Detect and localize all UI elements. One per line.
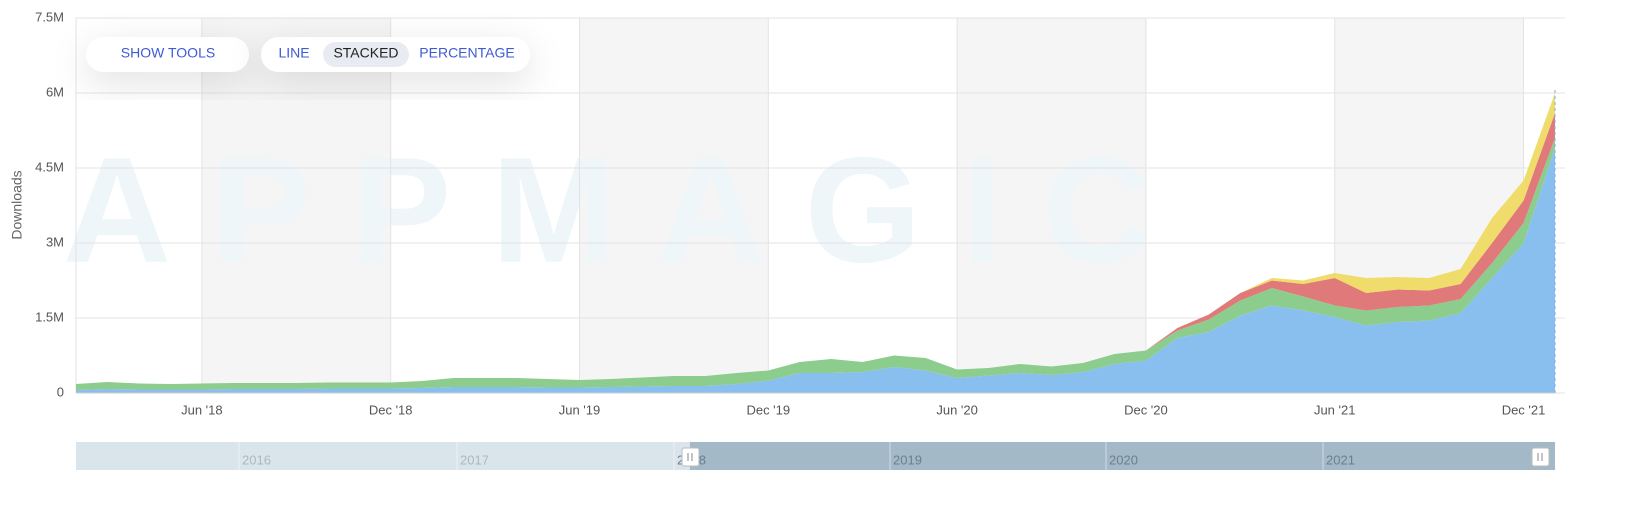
areas bbox=[76, 88, 1556, 393]
navigator-selection[interactable] bbox=[690, 442, 1555, 470]
navigator-year: 2019 bbox=[893, 452, 922, 467]
x-tick-label: Dec '20 bbox=[1124, 402, 1168, 417]
x-tick-label: Dec '21 bbox=[1502, 402, 1546, 417]
navigator-year: 2016 bbox=[242, 452, 271, 467]
y-tick-label: 7.5M bbox=[35, 9, 64, 24]
navigator-year: 2017 bbox=[460, 452, 489, 467]
mode-button[interactable]: PERCENTAGE bbox=[419, 45, 514, 61]
tools-pill bbox=[86, 37, 249, 72]
navigator-handle-left[interactable] bbox=[681, 447, 700, 467]
y-tick-label: 3M bbox=[46, 234, 64, 249]
mode-button[interactable]: STACKED bbox=[333, 45, 398, 61]
y-axis-title: Downloads bbox=[9, 170, 25, 239]
shaded-band bbox=[579, 18, 769, 393]
x-tick-label: Jun '20 bbox=[936, 402, 978, 417]
navigator-year: 2020 bbox=[1109, 452, 1138, 467]
shaded-band bbox=[957, 18, 1146, 393]
x-tick-label: Jun '19 bbox=[559, 402, 601, 417]
navigator-handle-right[interactable] bbox=[1531, 447, 1550, 467]
mode-button[interactable]: LINE bbox=[278, 45, 309, 61]
navigator: 201620172018201920202021 bbox=[76, 442, 1555, 470]
x-tick-label: Dec '19 bbox=[746, 402, 790, 417]
active-mode-bg bbox=[323, 42, 409, 67]
y-tick-label: 4.5M bbox=[35, 159, 64, 174]
y-tick-label: 1.5M bbox=[35, 309, 64, 324]
y-tick-label: 0 bbox=[57, 384, 64, 399]
navigator-track bbox=[76, 442, 690, 470]
toolbar: SHOW TOOLS LINE STACKED PERCENTAGE bbox=[86, 37, 530, 72]
mode-buttons: LINE STACKED PERCENTAGE bbox=[278, 45, 514, 61]
navigator-year: 2021 bbox=[1326, 452, 1355, 467]
show-tools-button[interactable]: SHOW TOOLS bbox=[121, 45, 215, 61]
x-tick-label: Jun '18 bbox=[181, 402, 223, 417]
x-tick-label: Dec '18 bbox=[369, 402, 413, 417]
watermark: APPMAGIC bbox=[63, 126, 1191, 294]
x-tick-label: Jun '21 bbox=[1314, 402, 1356, 417]
y-tick-label: 6M bbox=[46, 84, 64, 99]
shaded-band bbox=[201, 18, 391, 393]
area bbox=[76, 148, 1555, 393]
axes: 0 1.5M 3M 4.5M 6M 7.5M Jun '18 Dec '18 Jun '19 De… bbox=[35, 9, 1555, 417]
